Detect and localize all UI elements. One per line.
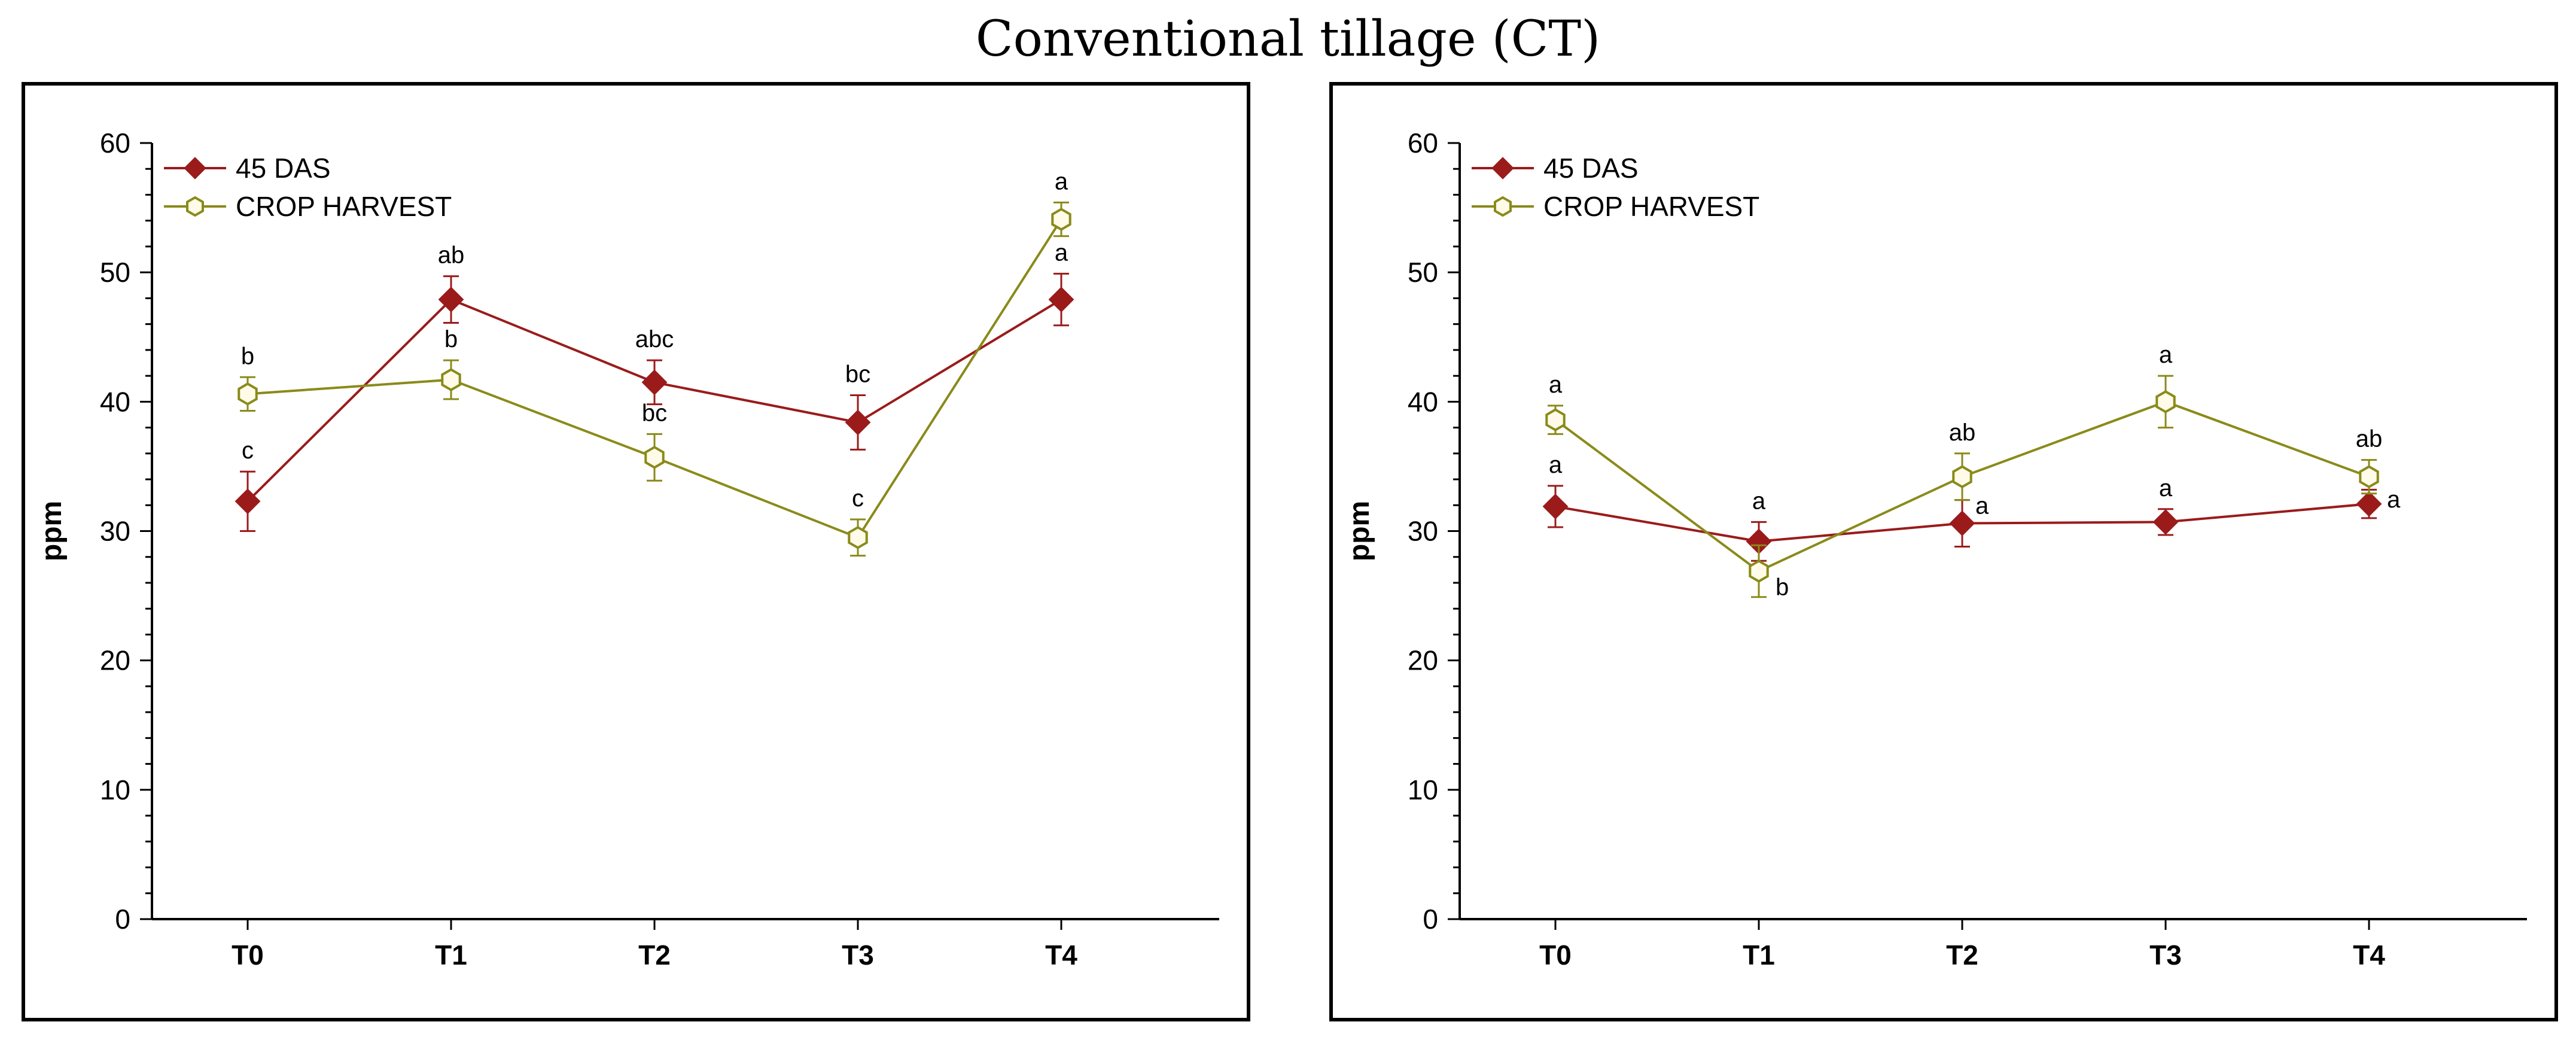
legend-label-45-das: 45 DAS xyxy=(1543,153,1639,184)
data-point-crop-harvest xyxy=(2359,465,2379,489)
y-tick-label: 40 xyxy=(1408,386,1438,417)
y-tick-label: 30 xyxy=(1408,516,1438,547)
significance-label: a xyxy=(1752,488,1766,514)
significance-label: a xyxy=(1055,239,1068,266)
significance-label: a xyxy=(2159,475,2173,501)
x-tick-label-t2: T2 xyxy=(1946,939,1978,971)
y-tick-label: 10 xyxy=(1408,774,1438,805)
legend: 45 DAS CROP HARVEST xyxy=(1472,153,1759,222)
data-point-45-das xyxy=(2152,509,2179,535)
data-point-crop-harvest xyxy=(1749,559,1769,583)
x-tick-label-t3: T3 xyxy=(2149,939,2182,971)
significance-label: ab xyxy=(1949,419,1976,446)
x-tick-label-t1: T1 xyxy=(435,939,467,971)
chart-panel-right: 0 10 20 30 40 50 60 ppm T0 T1 T2 T3 T4 a a a a a a b ab a ab 45… xyxy=(1329,82,2558,1021)
data-point-crop-harvest xyxy=(644,445,665,469)
significance-label: bc xyxy=(642,400,667,426)
y-tick-label: 60 xyxy=(100,127,130,159)
y-tick-label: 20 xyxy=(100,645,130,676)
y-tick-label: 10 xyxy=(100,774,130,805)
x-tick-label-t4: T4 xyxy=(1045,939,1077,971)
significance-label: ab xyxy=(2356,426,2383,452)
series-45-das xyxy=(235,272,1074,532)
data-point-45-das xyxy=(2356,491,2382,517)
data-point-crop-harvest xyxy=(441,368,461,391)
series-crop-harvest xyxy=(1545,375,2379,598)
y-tick-label: 20 xyxy=(1408,645,1438,676)
legend-marker-45-das xyxy=(184,157,206,180)
x-tick-label-t3: T3 xyxy=(842,939,874,971)
y-tick-label: 60 xyxy=(1408,127,1438,159)
significance-label: ab xyxy=(438,242,465,269)
y-tick-label: 50 xyxy=(100,257,130,288)
data-point-crop-harvest xyxy=(848,525,868,549)
legend-marker-crop-harvest xyxy=(186,196,204,217)
x-tick-label-t0: T0 xyxy=(1539,939,1572,971)
data-point-45-das xyxy=(1542,494,1569,519)
data-point-crop-harvest xyxy=(2155,390,2176,413)
data-point-45-das xyxy=(1048,287,1074,312)
legend-label-45-das: 45 DAS xyxy=(236,153,331,184)
significance-label: bc xyxy=(845,361,870,388)
data-point-crop-harvest xyxy=(1952,465,1972,489)
significance-label: abc xyxy=(635,326,674,352)
significance-label: a xyxy=(1549,372,1563,398)
significance-label: c xyxy=(242,437,254,464)
data-point-45-das xyxy=(641,369,668,396)
legend-label-crop-harvest: CROP HARVEST xyxy=(1543,191,1759,222)
significance-label: b xyxy=(241,343,254,369)
legend-marker-crop-harvest xyxy=(1494,196,1512,217)
data-point-crop-harvest xyxy=(1545,408,1566,431)
y-axis-title: ppm xyxy=(36,501,68,561)
legend: 45 DAS CROP HARVEST xyxy=(164,153,452,222)
chart-panel-left: 0 10 20 30 40 50 60 ppm T0 T1 T2 T3 T4 c ab abc bc a b b bc c… xyxy=(22,82,1250,1021)
legend-marker-45-das xyxy=(1491,157,1514,180)
y-axis-title: ppm xyxy=(1344,501,1375,561)
significance-label: a xyxy=(1055,168,1068,194)
data-point-45-das xyxy=(438,287,464,312)
significance-label: a xyxy=(1975,493,1989,519)
series-45-das xyxy=(1542,485,2382,562)
figure-title: Conventional tillage (CT) xyxy=(975,11,1601,68)
x-tick-label-t1: T1 xyxy=(1743,939,1775,971)
significance-label: b xyxy=(444,326,458,352)
significance-label: a xyxy=(2159,342,2173,368)
data-point-crop-harvest xyxy=(1051,208,1071,231)
y-tick-label: 0 xyxy=(115,904,130,935)
y-tick-label: 50 xyxy=(1408,257,1438,288)
significance-label: a xyxy=(1549,452,1563,478)
data-point-45-das xyxy=(235,488,261,515)
x-tick-label-t2: T2 xyxy=(638,939,671,971)
significance-label: b xyxy=(1776,574,1789,601)
data-point-45-das xyxy=(1949,510,1975,536)
data-point-crop-harvest xyxy=(237,382,258,406)
series-crop-harvest xyxy=(237,201,1071,557)
significance-label: a xyxy=(2387,486,2401,513)
y-tick-label: 40 xyxy=(100,386,130,417)
data-point-45-das xyxy=(845,409,871,436)
significance-label: c xyxy=(852,485,864,512)
x-tick-label-t4: T4 xyxy=(2353,939,2385,971)
legend-label-crop-harvest: CROP HARVEST xyxy=(236,191,452,222)
y-tick-label: 0 xyxy=(1423,904,1438,935)
x-tick-label-t0: T0 xyxy=(232,939,264,971)
y-tick-label: 30 xyxy=(100,516,130,547)
